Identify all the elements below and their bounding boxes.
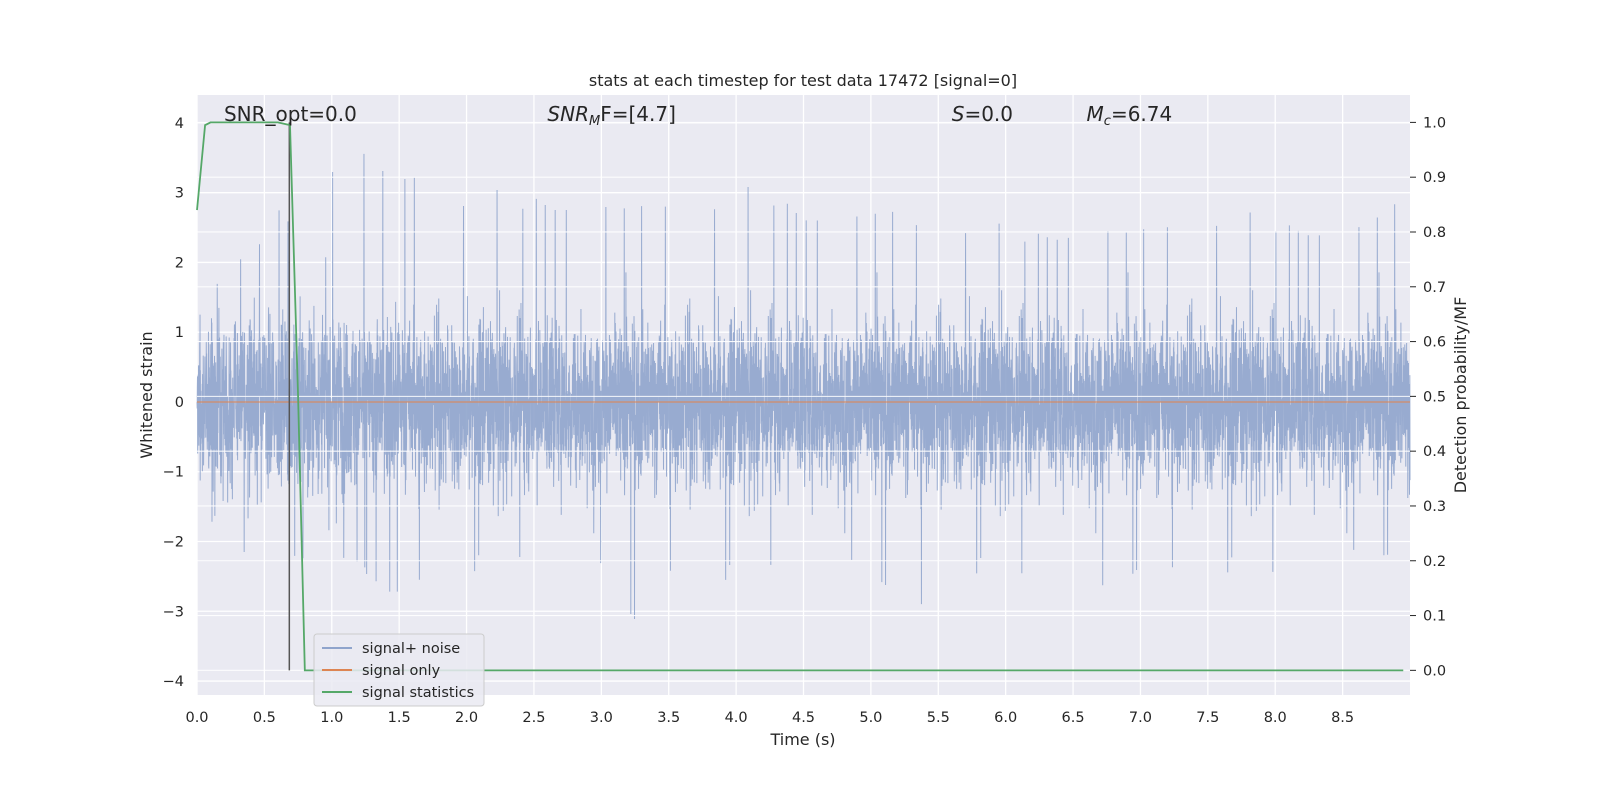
legend-label-signal-only: signal only [362, 663, 441, 679]
x-tick-label: 1.5 [388, 710, 411, 726]
y2-tick-label: 0.3 [1423, 499, 1446, 515]
x-tick-label: 3.0 [590, 710, 613, 726]
x-tick-label: 4.0 [725, 710, 748, 726]
annotations: SNR_opt=0.0 SNRMF=[4.7] S=0.0 Mc=6.74 [224, 102, 1172, 129]
y-tick-label: −4 [163, 674, 184, 690]
y-tick-label: 3 [175, 186, 184, 202]
annotation-text: Mc=6.74 [1087, 102, 1173, 129]
x-tick-label: 7.5 [1196, 710, 1219, 726]
x-tick-label: 4.5 [792, 710, 815, 726]
y-tick-labels: −4 −3 −2 −1 0 1 2 3 4 [163, 116, 184, 690]
y-tick-label: 4 [175, 116, 184, 132]
chart-title: stats at each timestep for test data 174… [589, 71, 1017, 90]
annotation-text: SNR_opt=0.0 [224, 102, 357, 126]
x-tick-labels: 0.0 0.5 1.0 1.5 2.0 2.5 3.0 3.5 4.0 4.5 5.0 5.5 6.0 6… [185, 710, 1354, 726]
signal-statistics-line [196, 121, 1404, 672]
x-axis-label: Time (s) [769, 730, 835, 749]
x-tick-label: 7.0 [1129, 710, 1152, 726]
y-axis-label: Whitened strain [137, 331, 156, 458]
y-tick-label: 0 [175, 395, 184, 411]
x-tick-label: 5.5 [927, 710, 950, 726]
x-tick-label: 6.0 [994, 710, 1017, 726]
y-tick-label: −1 [163, 465, 184, 481]
y2-tick-label: 0.2 [1423, 554, 1446, 570]
annotation-text: S=0.0 [952, 102, 1013, 126]
y2-tick-label: 0.1 [1423, 609, 1446, 625]
y2-tick-label: 0.9 [1423, 170, 1446, 186]
x-tick-label: 2.5 [522, 710, 545, 726]
x-tick-label: 5.0 [859, 710, 882, 726]
y2-tick-label: 0.5 [1423, 389, 1446, 405]
x-tick-label: 1.0 [320, 710, 343, 726]
y2-tick-label: 0.7 [1423, 280, 1446, 296]
y2-tick-labels: 0.0 0.1 0.2 0.3 0.4 0.5 0.6 0.7 0.8 0.9 1.0 [1410, 115, 1446, 679]
x-tick-label: 6.5 [1062, 710, 1085, 726]
annotation-text: SNRMF=[4.7] [547, 102, 675, 129]
signal-plus-noise-line [196, 153, 1411, 620]
y2-tick-label: 0.6 [1423, 335, 1446, 351]
series-lines [196, 121, 1410, 672]
x-tick-label: 0.5 [253, 710, 276, 726]
legend-label-signal-statistics: signal statistics [362, 685, 474, 701]
x-tick-label: 2.0 [455, 710, 478, 726]
y2-axis-label: Detection probability/MF [1451, 297, 1470, 494]
y2-tick-label: 0.4 [1423, 444, 1446, 460]
series-signal-plus-noise [196, 153, 1411, 620]
x-tick-label: 8.5 [1331, 710, 1354, 726]
legend-label-signal-plus-noise: signal+ noise [362, 641, 460, 657]
x-tick-label: 0.0 [185, 710, 208, 726]
y-tick-label: −2 [163, 535, 184, 551]
y2-tick-label: 1.0 [1423, 115, 1446, 131]
x-tick-label: 3.5 [657, 710, 680, 726]
y-tick-label: 2 [175, 255, 184, 271]
y-tick-label: 1 [175, 325, 184, 341]
legend: signal+ noise signal only signal statist… [313, 633, 485, 707]
y2-tick-label: 0.0 [1423, 663, 1446, 679]
legend-box [313, 633, 485, 707]
x-tick-label: 8.0 [1264, 710, 1287, 726]
y2-tick-label: 0.8 [1423, 225, 1446, 241]
y-tick-label: −3 [163, 604, 184, 620]
